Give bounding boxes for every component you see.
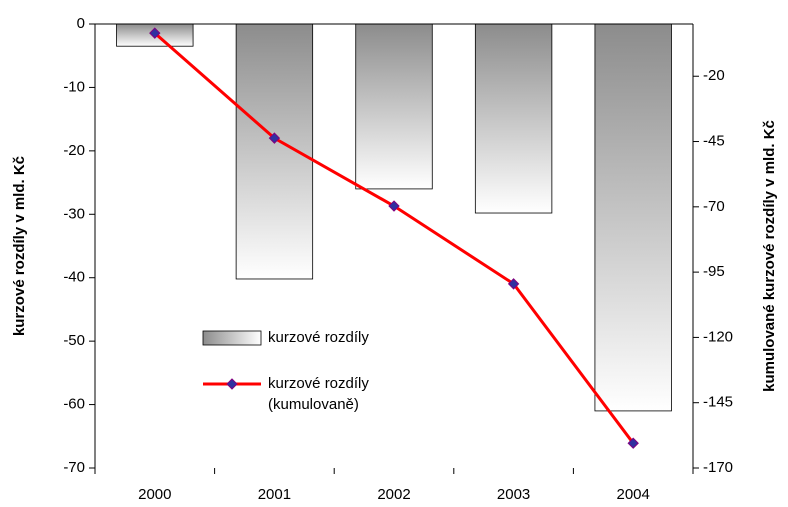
y2-tick-label: -45 [703, 132, 725, 149]
marker [268, 132, 281, 144]
bar [594, 23, 672, 412]
y-tick-label: -70 [63, 459, 85, 476]
y2-tick-label: -95 [703, 263, 725, 280]
bar [355, 23, 433, 190]
marker [507, 278, 520, 290]
y2-tick-label: -145 [703, 394, 733, 411]
y2-tick-label: -120 [703, 328, 733, 345]
y2-axis-title: kumulované kurzové rozdíly v mld. Kč [761, 120, 778, 392]
bar [474, 23, 553, 214]
legend-label: kurzové rozdíly (kumulovaně) [268, 375, 369, 413]
legend-label: kurzové rozdíly [268, 329, 369, 346]
legend-swatch [202, 330, 262, 346]
y-axis-title: kurzové rozdíly v mld. Kč [11, 156, 28, 336]
bar [235, 23, 314, 280]
legend-marker [226, 378, 238, 390]
x-tick-label: 2001 [258, 486, 291, 503]
x-tick-label: 2002 [377, 486, 410, 503]
y-tick-label: -20 [63, 142, 85, 159]
y-tick-label: -60 [63, 396, 85, 413]
y-tick-label: 0 [77, 15, 85, 32]
marker [388, 200, 400, 212]
x-tick-label: 2003 [497, 486, 530, 503]
y2-tick-label: -20 [703, 67, 725, 84]
marker [627, 437, 639, 449]
y2-tick-label: -170 [703, 459, 733, 476]
y-tick-label: -30 [63, 205, 85, 222]
y-tick-label: -50 [63, 332, 85, 349]
y-tick-label: -40 [63, 269, 85, 286]
marker [149, 27, 161, 39]
x-tick-label: 2004 [617, 486, 650, 503]
x-tick-label: 2000 [138, 486, 171, 503]
y2-tick-label: -70 [703, 198, 725, 215]
y-tick-label: -10 [63, 78, 85, 95]
